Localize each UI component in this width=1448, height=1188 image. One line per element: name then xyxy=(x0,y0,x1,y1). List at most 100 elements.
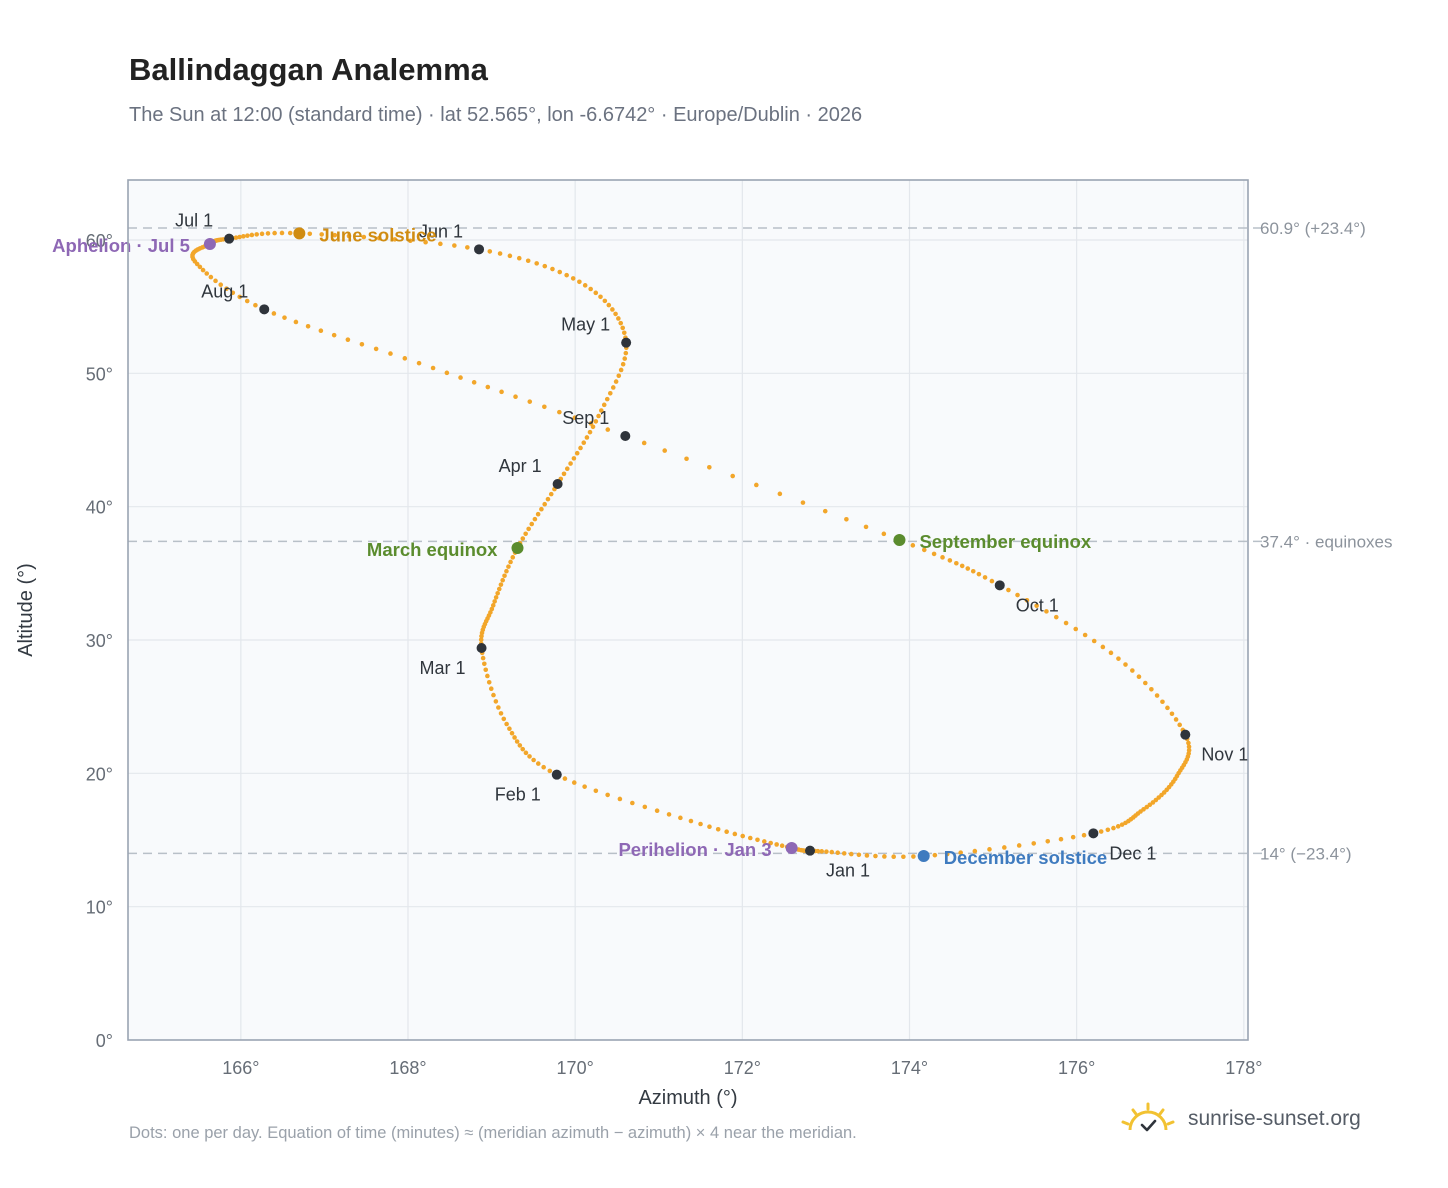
daily-sun-dot xyxy=(882,532,887,537)
daily-sun-dot xyxy=(667,812,672,817)
daily-sun-dot xyxy=(307,232,312,237)
daily-sun-dot xyxy=(965,566,970,571)
daily-sun-dot xyxy=(823,509,828,514)
daily-sun-dot xyxy=(431,366,436,371)
daily-sun-dot xyxy=(563,776,568,781)
daily-sun-dot xyxy=(616,316,621,321)
daily-sun-dot xyxy=(445,371,450,376)
daily-sun-dot xyxy=(491,693,496,698)
daily-sun-dot xyxy=(1045,839,1050,844)
daily-sun-dot xyxy=(526,527,531,532)
daily-sun-dot xyxy=(452,243,457,248)
daily-sun-dot xyxy=(486,385,491,390)
daily-sun-dot xyxy=(622,330,627,335)
x-tick-label: 168° xyxy=(389,1058,426,1078)
y-tick-label: 20° xyxy=(86,764,113,784)
daily-sun-dot xyxy=(1170,711,1175,716)
daily-sun-dot xyxy=(578,446,583,451)
daily-sun-dot xyxy=(733,832,738,837)
x-tick-label: 176° xyxy=(1058,1058,1095,1078)
daily-sun-dot xyxy=(513,394,518,399)
daily-sun-dot xyxy=(294,320,299,325)
daily-sun-dot xyxy=(541,765,546,770)
daily-sun-dot xyxy=(533,517,538,522)
daily-sun-dot xyxy=(707,465,712,470)
daily-sun-dot xyxy=(581,440,586,445)
y-tick-label: 0° xyxy=(96,1031,113,1051)
daily-sun-dot xyxy=(520,747,525,752)
daily-sun-dot xyxy=(585,435,590,440)
daily-sun-dot xyxy=(778,492,783,497)
daily-sun-dot xyxy=(209,275,214,280)
daily-sun-dot xyxy=(506,564,511,569)
daily-sun-dot xyxy=(990,579,995,584)
daily-sun-dot xyxy=(1031,841,1036,846)
daily-sun-dot xyxy=(497,587,502,592)
daily-sun-dot xyxy=(740,834,745,839)
daily-sun-dot xyxy=(245,233,250,238)
daily-sun-dot xyxy=(546,497,551,502)
daily-sun-dot xyxy=(594,788,599,793)
daily-sun-dot xyxy=(360,342,365,347)
daily-sun-dot xyxy=(557,270,562,275)
daily-sun-dot xyxy=(842,851,847,856)
daily-sun-dot xyxy=(524,751,529,756)
daily-sun-dot xyxy=(568,461,573,466)
daily-sun-dot xyxy=(510,731,515,736)
daily-sun-dot xyxy=(588,430,593,435)
y-axis-label: Altitude (°) xyxy=(15,563,37,657)
daily-sun-dot xyxy=(1116,824,1121,829)
daily-sun-dot xyxy=(940,555,945,560)
daily-sun-dot xyxy=(272,311,277,316)
month-marker-dot xyxy=(552,770,562,780)
daily-sun-dot xyxy=(829,850,834,855)
daily-sun-dot xyxy=(572,456,577,461)
daily-sun-dot xyxy=(618,797,623,802)
daily-sun-dot xyxy=(911,543,916,548)
x-tick-label: 174° xyxy=(891,1058,928,1078)
daily-sun-dot xyxy=(465,245,470,250)
daily-sun-dot xyxy=(489,686,494,691)
daily-sun-dot xyxy=(346,337,351,342)
daily-sun-dot xyxy=(575,451,580,456)
daily-sun-dot xyxy=(1106,828,1111,833)
daily-sun-dot xyxy=(403,356,408,361)
daily-sun-dot xyxy=(1174,717,1179,722)
daily-sun-dot xyxy=(520,536,525,541)
month-marker-dot xyxy=(621,338,631,348)
month-marker-label: Feb 1 xyxy=(495,785,541,805)
daily-sun-dot xyxy=(1071,835,1076,840)
daily-sun-dot xyxy=(458,375,463,380)
reference-line-label: 14° (−23.4°) xyxy=(1260,844,1352,863)
month-marker-label: Nov 1 xyxy=(1201,745,1248,765)
daily-sun-dot xyxy=(1160,699,1165,704)
y-tick-label: 30° xyxy=(86,631,113,651)
event-marker-dot xyxy=(918,850,930,862)
daily-sun-dot xyxy=(515,739,520,744)
daily-sun-dot xyxy=(542,264,547,269)
event-marker-label: December solstice xyxy=(944,847,1108,868)
daily-sun-dot xyxy=(272,231,277,236)
daily-sun-dot xyxy=(835,850,840,855)
daily-sun-dot xyxy=(282,315,287,320)
daily-sun-dot xyxy=(971,569,976,574)
event-marker-label: June solstice xyxy=(319,224,436,245)
daily-sun-dot xyxy=(1083,633,1088,638)
daily-sun-dot xyxy=(542,502,547,507)
daily-sun-dot xyxy=(494,699,499,704)
month-marker-label: Apr 1 xyxy=(499,456,542,476)
daily-sun-dot xyxy=(1059,837,1064,842)
daily-sun-dot xyxy=(201,268,206,273)
daily-sun-dot xyxy=(582,784,587,789)
daily-sun-dot xyxy=(730,474,735,479)
reference-line-label: 37.4° · equinoxes xyxy=(1260,532,1393,551)
event-marker-dot xyxy=(893,534,905,546)
daily-sun-dot xyxy=(526,258,531,263)
x-tick-label: 178° xyxy=(1225,1058,1262,1078)
brand-link[interactable]: sunrise-sunset.org xyxy=(1120,1102,1361,1136)
daily-sun-dot xyxy=(1111,826,1116,831)
y-tick-label: 40° xyxy=(86,498,113,518)
plot-background xyxy=(128,180,1248,1040)
daily-sun-dot xyxy=(780,843,785,848)
daily-sun-dot xyxy=(583,283,588,288)
